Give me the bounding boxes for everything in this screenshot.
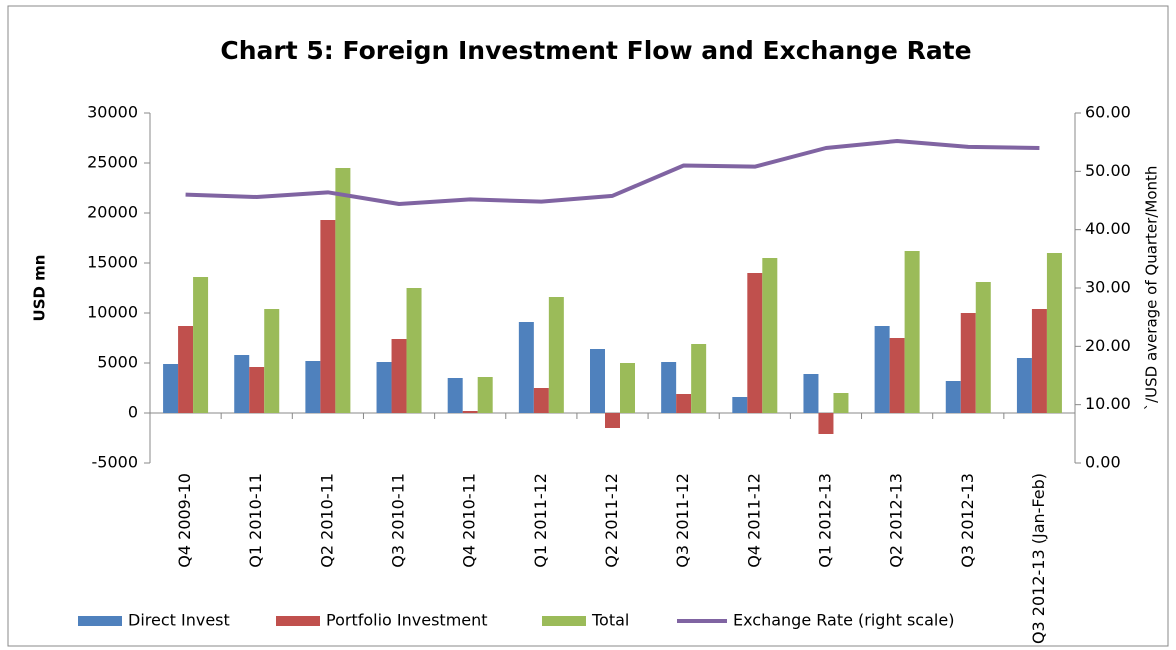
bar bbox=[605, 413, 620, 428]
bar bbox=[447, 378, 463, 413]
x-tick-label: Q3 2010-11 bbox=[389, 473, 408, 568]
bar bbox=[234, 355, 250, 413]
y-tick-label: 0 bbox=[128, 403, 138, 422]
bar bbox=[747, 273, 763, 413]
bar bbox=[178, 326, 194, 413]
x-tick-label: Q2 2011-12 bbox=[602, 473, 621, 568]
x-tick-label: Q2 2012-13 bbox=[887, 473, 906, 568]
y-tick-label: 20000 bbox=[87, 203, 138, 222]
x-tick-label: Q4 2009-10 bbox=[175, 473, 194, 568]
y2-axis-label: `/USD average of Quarter/Month bbox=[1143, 166, 1161, 411]
bar bbox=[803, 374, 819, 413]
y2-tick-label: 0.00 bbox=[1085, 453, 1121, 472]
bar bbox=[320, 220, 336, 413]
x-tick-label: Q1 2012-13 bbox=[815, 473, 834, 568]
bar bbox=[406, 288, 422, 413]
y2-tick-label: 60.00 bbox=[1085, 103, 1131, 122]
bar bbox=[264, 309, 280, 413]
legend-label: Direct Invest bbox=[128, 611, 230, 630]
y-tick-label: 30000 bbox=[87, 103, 138, 122]
y2-tick-label: 50.00 bbox=[1085, 161, 1131, 180]
legend-swatch bbox=[276, 616, 320, 626]
x-tick-label: Q3 2011-12 bbox=[673, 473, 692, 568]
bar bbox=[874, 326, 890, 413]
bar bbox=[762, 258, 778, 413]
x-tick-label: Q3 2012-13 bbox=[958, 473, 977, 568]
x-tick-label: Q1 2011-12 bbox=[531, 473, 550, 568]
y-tick-label: 25000 bbox=[87, 153, 138, 172]
bar bbox=[1031, 309, 1047, 413]
y-tick-label: 10000 bbox=[87, 303, 138, 322]
y2-tick-label: 20.00 bbox=[1085, 336, 1131, 355]
bar bbox=[833, 393, 849, 413]
bar bbox=[477, 377, 493, 413]
y-tick-label: -5000 bbox=[92, 453, 139, 472]
bar bbox=[533, 388, 549, 413]
bar bbox=[548, 297, 564, 413]
y-tick-label: 5000 bbox=[97, 353, 138, 372]
chart-title: Chart 5: Foreign Investment Flow and Exc… bbox=[220, 36, 971, 65]
bar bbox=[590, 349, 605, 413]
bar bbox=[376, 362, 392, 413]
legend-label: Total bbox=[591, 611, 629, 630]
bar bbox=[945, 381, 961, 413]
bar bbox=[1016, 358, 1032, 413]
bar bbox=[305, 361, 321, 413]
y-tick-label: 15000 bbox=[87, 253, 138, 272]
x-tick-label: Q1 2010-11 bbox=[246, 473, 265, 568]
y2-tick-label: 10.00 bbox=[1085, 394, 1131, 413]
y2-tick-label: 40.00 bbox=[1085, 219, 1131, 238]
bar bbox=[391, 339, 407, 413]
y2-tick-label: 30.00 bbox=[1085, 278, 1131, 297]
x-tick-label: Q4 2011-12 bbox=[744, 473, 763, 568]
bar bbox=[462, 411, 478, 413]
legend-swatch bbox=[542, 616, 586, 626]
x-tick-label: Q3 2012-13 (Jan-Feb) bbox=[1029, 473, 1048, 644]
line bbox=[185, 139, 1040, 206]
bar bbox=[163, 364, 179, 413]
bar bbox=[904, 251, 920, 413]
bar bbox=[335, 168, 351, 413]
bar bbox=[661, 362, 677, 413]
legend-label: Portfolio Investment bbox=[326, 611, 488, 630]
bar bbox=[889, 338, 905, 413]
bar bbox=[518, 322, 534, 413]
x-tick-label: Q2 2010-11 bbox=[317, 473, 336, 568]
legend-swatch bbox=[78, 616, 122, 626]
y-axis-label: USD mn bbox=[31, 255, 49, 322]
bar bbox=[960, 313, 976, 413]
bar bbox=[818, 413, 834, 434]
bar bbox=[676, 394, 692, 413]
bar bbox=[193, 277, 209, 413]
legend-label: Exchange Rate (right scale) bbox=[733, 611, 954, 630]
x-tick-label: Q4 2010-11 bbox=[460, 473, 479, 568]
bar bbox=[975, 282, 991, 413]
bar bbox=[732, 397, 748, 413]
bar bbox=[249, 367, 265, 413]
bar bbox=[691, 344, 707, 413]
bar bbox=[620, 363, 635, 413]
bar bbox=[1046, 253, 1062, 413]
